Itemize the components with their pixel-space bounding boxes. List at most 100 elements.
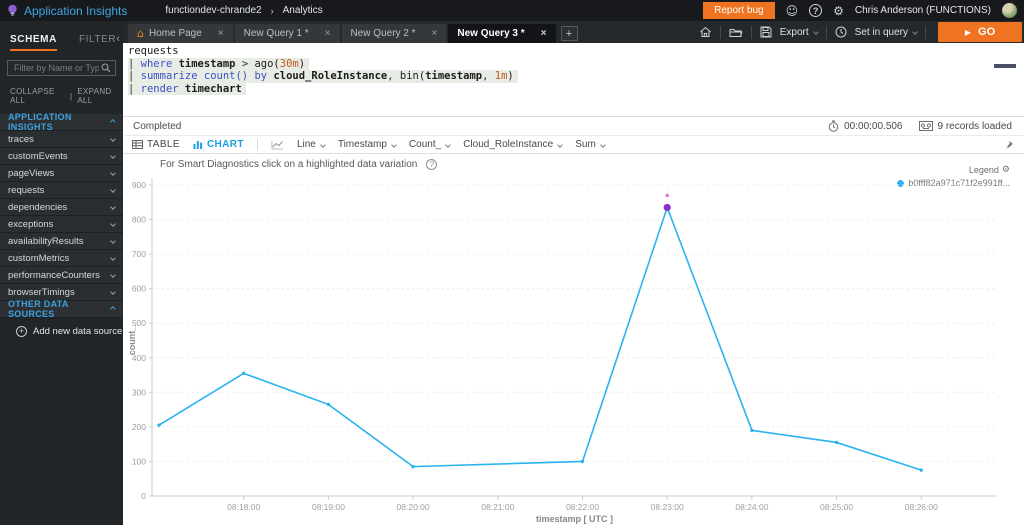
home-icon: ⌂ bbox=[137, 27, 144, 40]
dropdown-cloud-roleinstance[interactable]: Cloud_RoleInstance bbox=[463, 139, 564, 150]
toolbar-separator bbox=[719, 25, 721, 39]
sidebar-item-performancecounters[interactable]: performanceCounters bbox=[0, 267, 123, 284]
dropdown-timestamp[interactable]: Timestamp bbox=[337, 139, 397, 150]
sidebar-item-dependencies[interactable]: dependencies bbox=[0, 199, 123, 216]
legend-entries: b0fff82a971c71f2e991ff... bbox=[897, 178, 1010, 188]
export-dropdown[interactable]: Export bbox=[780, 27, 819, 38]
tab-new-query-1[interactable]: New Query 1 * × bbox=[234, 24, 340, 43]
svg-text:300: 300 bbox=[132, 387, 146, 397]
tab-filter[interactable]: FILTER bbox=[78, 34, 117, 45]
collapse-expand-row: COLLAPSE ALL | EXPAND ALL bbox=[10, 87, 123, 105]
save-button[interactable] bbox=[760, 26, 772, 38]
dropdown-line[interactable]: Line bbox=[297, 139, 326, 150]
sidebar-item-label: traces bbox=[8, 133, 34, 145]
sidebar-item-label: customMetrics bbox=[8, 252, 70, 264]
query-editor[interactable]: requests | where timestamp > ago(30m) | su… bbox=[123, 43, 1024, 117]
chevron-down-icon bbox=[110, 170, 116, 176]
breadcrumb-resource[interactable]: functiondev-chrande2 bbox=[165, 5, 262, 16]
status-right-group: 00:00:00.506 9 records loaded bbox=[828, 120, 1012, 132]
svg-text:08:20:00: 08:20:00 bbox=[397, 502, 430, 512]
collapse-sidebar-icon[interactable]: ‹ bbox=[116, 33, 120, 45]
tab-new-query-2[interactable]: New Query 2 * × bbox=[341, 24, 447, 43]
tab-label: New Query 1 * bbox=[243, 28, 309, 39]
chart-panel: For Smart Diagnostics click on a highlig… bbox=[123, 154, 1024, 525]
svg-text:08:25:00: 08:25:00 bbox=[820, 502, 853, 512]
sidebar-item-requests[interactable]: requests bbox=[0, 182, 123, 199]
expand-all-link[interactable]: EXPAND ALL bbox=[77, 87, 112, 105]
dropdown-count[interactable]: Count_ bbox=[409, 139, 452, 150]
report-bug-button[interactable]: Report bug bbox=[703, 2, 775, 19]
legend-entry[interactable]: b0fff82a971c71f2e991ff... bbox=[897, 178, 1010, 188]
svg-text:08:22:00: 08:22:00 bbox=[566, 502, 599, 512]
open-folder-button[interactable] bbox=[729, 27, 743, 38]
timechart[interactable]: 0 100 200 300 400 500 600 700 800 900 08:18:00 08:1… bbox=[123, 154, 1024, 525]
svg-text:08:23:00: 08:23:00 bbox=[651, 502, 684, 512]
svg-text:08:24:00: 08:24:00 bbox=[735, 502, 768, 512]
legend-title[interactable]: Legend ⚙ bbox=[968, 165, 1010, 175]
tab-label: Home Page bbox=[148, 28, 202, 39]
svg-text:08:26:00: 08:26:00 bbox=[905, 502, 938, 512]
query-line-text: | summarize count() by cloud_RoleInstanc… bbox=[128, 70, 518, 83]
svg-text:08:19:00: 08:19:00 bbox=[312, 502, 345, 512]
avatar[interactable] bbox=[1002, 3, 1017, 18]
svg-text:100: 100 bbox=[132, 456, 146, 466]
info-icon[interactable]: ? bbox=[426, 159, 438, 170]
sidebar-item-browsertimings[interactable]: browserTimings bbox=[0, 284, 123, 301]
section-application-insights[interactable]: APPLICATION INSIGHTS bbox=[0, 112, 123, 132]
editor-scrollbar-thumb[interactable] bbox=[994, 64, 1016, 68]
records-chip: 9 records loaded bbox=[918, 121, 1012, 132]
chevron-down-icon bbox=[110, 136, 116, 142]
close-icon[interactable]: × bbox=[540, 28, 547, 39]
dropdown-sum[interactable]: Sum bbox=[575, 139, 606, 150]
go-button[interactable]: ▶ GO bbox=[938, 22, 1022, 42]
query-line-text: | render timechart bbox=[128, 82, 246, 95]
duration-chip: 00:00:00.506 bbox=[828, 120, 903, 132]
feedback-smiley-icon[interactable]: ☺ bbox=[785, 3, 799, 18]
breadcrumb-section[interactable]: Analytics bbox=[282, 5, 323, 16]
legend-series-dot bbox=[897, 179, 905, 187]
search-icon bbox=[101, 63, 111, 73]
svg-text:timestamp [ UTC ]: timestamp [ UTC ] bbox=[536, 514, 613, 524]
sidebar-item-exceptions[interactable]: exceptions bbox=[0, 216, 123, 233]
close-icon[interactable]: × bbox=[431, 28, 438, 39]
sidebar-item-label: pageViews bbox=[8, 167, 55, 179]
dropdown-label: Cloud_RoleInstance bbox=[463, 139, 554, 150]
chevron-down-icon bbox=[110, 153, 116, 159]
new-tab-button[interactable]: + bbox=[560, 26, 578, 41]
topbar-right-group: Report bug ☺ ? ⚙ Chris Anderson (FUNCTIO… bbox=[703, 2, 1024, 19]
settings-gear-icon[interactable]: ⚙ bbox=[833, 3, 844, 18]
dropdown-label: Timestamp bbox=[337, 139, 387, 150]
sidebar-item-custommetrics[interactable]: customMetrics bbox=[0, 250, 123, 267]
sidebar-item-customevents[interactable]: customEvents bbox=[0, 148, 123, 165]
home-button[interactable] bbox=[699, 26, 712, 38]
pin-icon[interactable] bbox=[1004, 140, 1014, 150]
link-separator: | bbox=[69, 91, 73, 101]
svg-text:800: 800 bbox=[132, 215, 146, 225]
query-line: | render timechart bbox=[128, 82, 1024, 95]
sidebar-item-traces[interactable]: traces bbox=[0, 131, 123, 148]
chevron-down-icon bbox=[110, 289, 116, 295]
chevron-down-icon bbox=[110, 221, 116, 227]
tab-home-page[interactable]: ⌂ Home Page × bbox=[128, 24, 233, 43]
add-data-source-button[interactable]: + Add new data source bbox=[0, 318, 123, 337]
chevron-up-icon bbox=[110, 119, 116, 125]
user-name[interactable]: Chris Anderson (FUNCTIONS) bbox=[854, 5, 991, 16]
section-other-data-sources[interactable]: OTHER DATA SOURCES bbox=[0, 299, 123, 319]
tab-label: New Query 2 * bbox=[350, 28, 416, 39]
time-range-dropdown[interactable]: Set in query bbox=[855, 27, 918, 38]
collapse-all-link[interactable]: COLLAPSE ALL bbox=[10, 87, 55, 105]
tab-schema[interactable]: SCHEMA bbox=[10, 34, 57, 51]
chart-legend: Legend ⚙ b0fff82a971c71f2e991ff... bbox=[897, 165, 1010, 188]
query-line-text: requests bbox=[128, 45, 179, 57]
table-view-button[interactable]: TABLE bbox=[132, 139, 180, 150]
schema-filter-input[interactable] bbox=[12, 62, 101, 74]
sidebar-item-availabilityresults[interactable]: availabilityResults bbox=[0, 233, 123, 250]
help-icon[interactable]: ? bbox=[809, 4, 823, 17]
records-tape-icon bbox=[918, 121, 933, 131]
sidebar-item-pageviews[interactable]: pageViews bbox=[0, 165, 123, 182]
tab-new-query-3[interactable]: New Query 3 * × bbox=[448, 24, 556, 43]
close-icon[interactable]: × bbox=[324, 28, 331, 39]
chart-view-button[interactable]: CHART bbox=[193, 139, 244, 150]
toolbar-separator bbox=[750, 25, 752, 39]
close-icon[interactable]: × bbox=[217, 28, 224, 39]
